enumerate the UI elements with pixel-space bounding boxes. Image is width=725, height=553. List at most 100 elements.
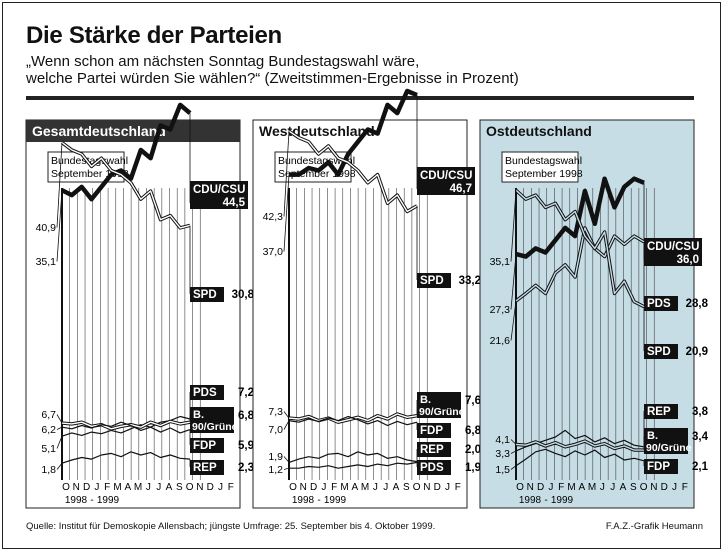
x-tick-label: F (331, 482, 337, 493)
end-value-spd: 20,9 (686, 346, 708, 358)
x-tick-label: O (186, 482, 194, 493)
x-tick-label: J (146, 482, 151, 493)
x-tick-label: J (610, 482, 615, 493)
x-tick-label: D (434, 482, 441, 493)
end-badge-rep (644, 404, 678, 419)
x-year-label: 1999 (551, 495, 574, 506)
end-badge-name-cdu-csu: CDU/CSU (420, 170, 472, 182)
x-tick-label: D (83, 482, 90, 493)
x-tick-label: N (527, 482, 534, 493)
end-badge-name2-b-90-gruene: 90/Grüne (419, 406, 465, 418)
x-year-label: 1998 (519, 495, 542, 506)
end-badge-b-90-gruene (417, 392, 461, 418)
end-badge-pds (644, 296, 678, 311)
start-value-rep: 1,8 (41, 464, 56, 476)
end-badge-name-fdp: FDP (420, 425, 443, 437)
start-leader-spd (510, 190, 517, 262)
end-badge-name-spd: SPD (420, 275, 444, 287)
x-tick-label: D (537, 482, 544, 493)
x-tick-label: J (383, 482, 388, 493)
start-leader-rep (56, 462, 63, 470)
x-tick-label: N (650, 482, 657, 493)
end-value-cdu-csu: 46,7 (450, 183, 472, 195)
x-tick-label: M (567, 482, 575, 493)
start-value-b-90-gruene: 6,7 (41, 409, 56, 421)
start-value-pds: 21,6 (490, 335, 511, 347)
x-tick-label: A (166, 482, 173, 493)
end-badge-name-pds: PDS (420, 462, 444, 474)
end-badge-fdp (417, 423, 451, 438)
end-badge-name-pds: PDS (193, 387, 217, 399)
start-leader-fdp (56, 426, 63, 430)
x-tick-label: O (62, 482, 70, 493)
series-line-cdu-csu (515, 176, 645, 259)
end-value-pds: 7,2 (238, 387, 254, 399)
figure-title: Die Stärke der Parteien (26, 22, 282, 49)
series-line-pds-inner (515, 227, 645, 302)
start-value-fdp: 6,2 (41, 424, 56, 436)
panel-header-bar (26, 120, 240, 142)
figure-subtitle: „Wenn schon am nächsten Sonntag Bundesta… (26, 53, 586, 87)
x-tick-label: F (558, 482, 564, 493)
start-value-spd: 35,1 (490, 256, 511, 268)
end-badge-name-b-90-gruene: B. (647, 430, 658, 442)
start-leader-cdu-csu (510, 254, 517, 310)
end-badge-name-fdp: FDP (647, 461, 670, 473)
election-annotation-line1: Bundestagswahl (505, 155, 582, 167)
x-tick-label: M (113, 482, 121, 493)
start-leader-spd (283, 131, 290, 217)
election-annotation-line2: September 1998 (505, 168, 583, 180)
end-value-pds: 28,8 (686, 298, 709, 310)
x-tick-label: O (640, 482, 648, 493)
x-tick-label: N (73, 482, 80, 493)
x-tick-label: A (620, 482, 627, 493)
end-badge-name-pds: PDS (647, 298, 671, 310)
end-badge-pds (190, 385, 224, 400)
x-tick-label: J (321, 482, 326, 493)
end-badge-name-fdp: FDP (193, 440, 216, 452)
end-badge-name2-b-90-gruene: 90/Grüne (646, 442, 692, 454)
end-badge-rep (190, 460, 224, 475)
x-tick-label: O (516, 482, 524, 493)
x-tick-label: A (578, 482, 585, 493)
end-value-fdp: 2,1 (692, 461, 709, 473)
series-line-cdu-csu (289, 88, 418, 177)
x-tick-label: J (548, 482, 553, 493)
x-tick-label: J (94, 482, 99, 493)
end-badge-cdu-csu (417, 167, 475, 195)
start-leader-pds (283, 467, 290, 470)
title-rule (26, 96, 694, 100)
x-tick-label: D (207, 482, 214, 493)
panel-title: Ostdeutschland (486, 123, 592, 139)
start-leader-fdp (510, 465, 517, 470)
graphic-credit: F.A.Z.-Grafik Heumann (605, 521, 703, 532)
end-badge-name-rep: REP (193, 462, 217, 474)
end-badge-name-rep: REP (420, 444, 444, 456)
series-line-pds (289, 461, 418, 469)
end-badge-name-cdu-csu: CDU/CSU (193, 184, 245, 196)
panel-gesamtdeutschland: GesamtdeutschlandBundestagswahlSeptember… (25, 102, 255, 509)
x-tick-label: N (300, 482, 307, 493)
series-line-spd-inner (61, 142, 191, 229)
x-tick-label: D (661, 482, 668, 493)
series-line-fdp (288, 415, 418, 427)
series-line-fdp (61, 421, 191, 434)
election-annotation-line1: Bundestagswahl (51, 155, 128, 167)
x-year-label: 1998 (292, 495, 315, 506)
start-value-pds: 1,2 (268, 464, 283, 476)
end-badge-name-b-90-gruene: B. (193, 409, 204, 421)
start-value-spd: 40,9 (36, 222, 57, 234)
series-line-spd-inner (515, 189, 645, 308)
end-value-fdp: 5,9 (238, 440, 254, 452)
end-badge-cdu-csu (190, 181, 248, 209)
x-tick-label: A (393, 482, 400, 493)
start-leader-fdp (283, 420, 290, 430)
end-badge-spd (644, 344, 678, 359)
subtitle-line-2: welche Partei würden Sie wählen?“ (Zweit… (26, 70, 519, 87)
panel-grid (288, 188, 428, 480)
end-badge-pds (417, 460, 451, 475)
